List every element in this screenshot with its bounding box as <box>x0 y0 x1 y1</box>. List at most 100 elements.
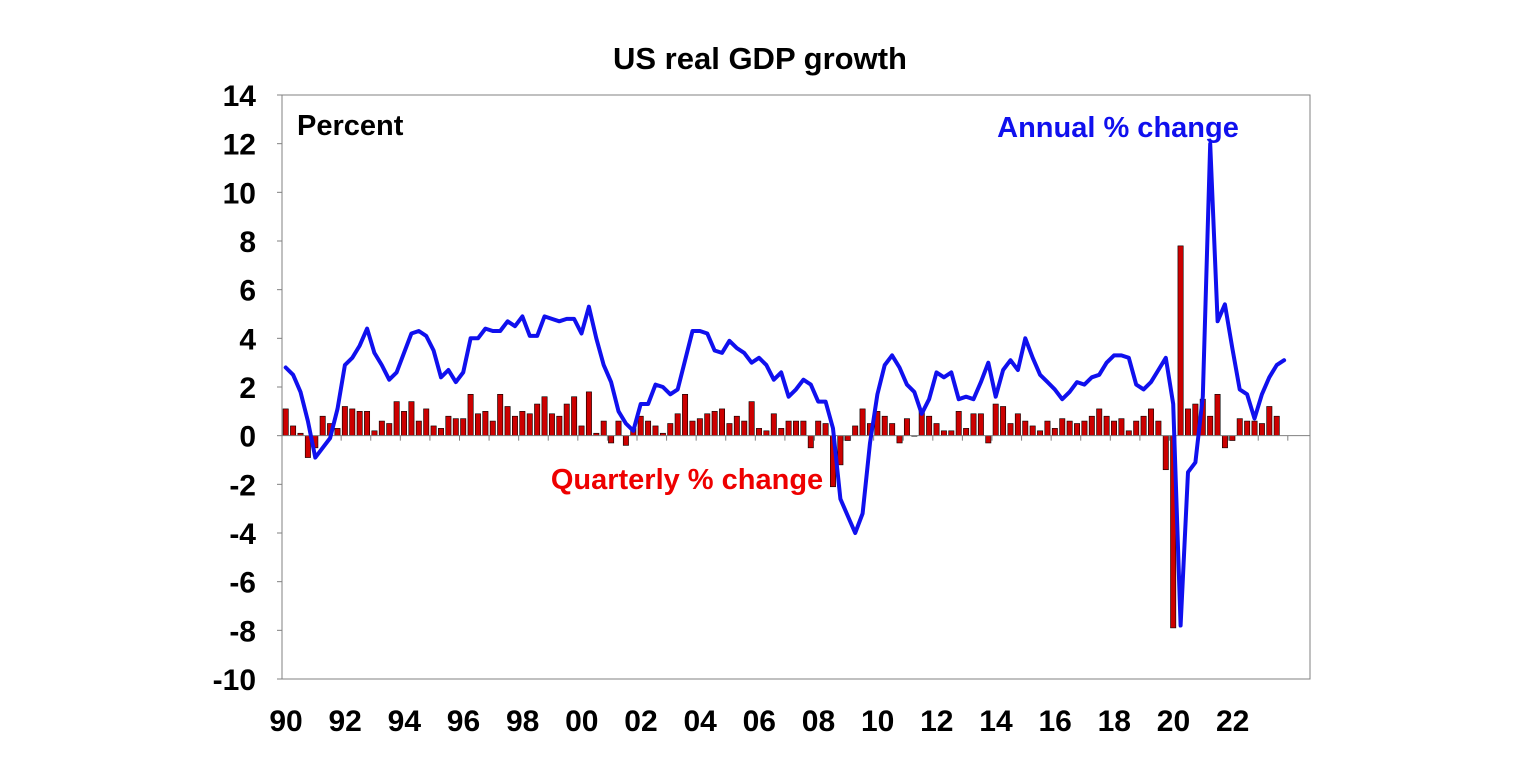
quarterly-bar <box>585 391 592 436</box>
x-tick-label: 98 <box>506 705 539 738</box>
quarterly-bar <box>881 415 888 436</box>
quarterly-bar <box>1221 435 1228 449</box>
quarterly-bar <box>859 408 866 436</box>
quarterly-bar <box>408 401 415 436</box>
quarterly-bar <box>711 411 718 436</box>
y-tick-label: -10 <box>213 664 256 697</box>
quarterly-bar <box>889 423 896 436</box>
quarterly-bar <box>504 406 511 436</box>
annual-change-line <box>283 141 1287 628</box>
quarterly-bar <box>489 420 496 436</box>
y-tick-label: 6 <box>239 275 256 308</box>
quarterly-bar <box>652 425 659 436</box>
quarterly-bar <box>1118 418 1125 436</box>
quarterly-bar <box>940 430 947 436</box>
quarterly-bar <box>741 420 748 436</box>
quarterly-bar <box>526 413 533 436</box>
quarterly-bar <box>955 411 962 436</box>
quarterly-bar <box>497 393 504 436</box>
x-tick-label: 90 <box>269 705 302 738</box>
quarterly-bar <box>378 420 385 436</box>
quarterly-bar <box>386 423 393 436</box>
y-tick-label: 8 <box>239 226 256 259</box>
y-tick-label: 14 <box>223 80 257 113</box>
quarterly-bar <box>719 408 726 436</box>
quarterly-bar <box>726 423 733 436</box>
quarterly-bar <box>371 430 378 436</box>
quarterly-bar <box>452 418 459 436</box>
quarterly-bar <box>800 420 807 436</box>
quarterly-bar <box>822 423 829 436</box>
x-tick-label: 06 <box>743 705 776 738</box>
quarterly-bar <box>674 413 681 436</box>
quarterly-bar <box>689 420 696 436</box>
quarterly-change-label: Quarterly % change <box>551 464 823 496</box>
quarterly-bar <box>290 425 297 436</box>
quarterly-bar <box>1103 415 1110 436</box>
x-tick-label: 12 <box>920 705 953 738</box>
x-tick-label: 92 <box>328 705 361 738</box>
quarterly-bar <box>963 428 970 436</box>
quarterly-bar <box>896 435 903 444</box>
x-tick-label: 10 <box>861 705 894 738</box>
quarterly-bar <box>541 396 548 436</box>
quarterly-bar <box>852 425 859 436</box>
quarterly-bar <box>512 415 518 436</box>
quarterly-bar <box>793 420 799 436</box>
quarterly-bar <box>1155 420 1162 436</box>
quarterly-bar <box>807 435 814 449</box>
quarterly-bar <box>334 428 341 436</box>
x-tick-label: 20 <box>1157 705 1190 738</box>
y-tick-label: 10 <box>223 177 256 210</box>
quarterly-bar <box>1074 423 1080 436</box>
quarterly-bar <box>438 428 444 436</box>
x-tick-label: 16 <box>1038 705 1071 738</box>
quarterly-bar <box>1133 420 1140 436</box>
quarterly-bar <box>1148 408 1154 436</box>
quarterly-bar <box>977 413 984 436</box>
quarterly-bar <box>1258 423 1265 436</box>
quarterly-bar <box>430 425 437 436</box>
y-tick-label: 12 <box>223 129 256 162</box>
x-tick-label: 22 <box>1216 705 1249 738</box>
y-tick-label: -2 <box>229 469 256 502</box>
y-tick-label: 2 <box>239 372 256 405</box>
quarterly-bar <box>482 411 489 436</box>
quarterly-bar <box>992 403 999 436</box>
quarterly-bar <box>1096 408 1103 436</box>
quarterly-bar <box>1007 423 1014 436</box>
quarterly-bar <box>667 423 674 436</box>
quarterly-bar <box>1044 420 1051 436</box>
quarterly-bar <box>1066 420 1073 436</box>
quarterly-bar <box>682 393 689 436</box>
x-axis: 90 92 94 96 98 00 02 04 06 08 10 12 14 16 18 20 22 <box>269 435 1289 738</box>
y-tick-label: 0 <box>239 421 256 454</box>
quarterly-bar <box>615 420 622 436</box>
quarterly-bar <box>1140 415 1147 436</box>
quarterly-bar <box>948 430 955 436</box>
quarterly-bar <box>467 393 474 436</box>
x-tick-label: 02 <box>624 705 657 738</box>
quarterly-bar <box>970 413 977 436</box>
quarterly-bar <box>637 415 644 436</box>
x-tick-label: 08 <box>802 705 835 738</box>
quarterly-bar <box>926 415 933 436</box>
x-tick-label: 14 <box>979 705 1013 738</box>
quarterly-bar <box>460 418 467 436</box>
quarterly-bar <box>1000 406 1007 436</box>
annual-line-series <box>283 141 1287 628</box>
ylabel-percent: Percent <box>297 110 404 142</box>
quarterly-bar <box>401 411 407 436</box>
x-tick-label: 00 <box>565 705 598 738</box>
x-tick-label: 94 <box>388 705 422 738</box>
quarterly-bar <box>1251 420 1258 436</box>
x-tick-label: 96 <box>447 705 480 738</box>
quarterly-bar <box>1088 415 1095 436</box>
quarterly-bar <box>1081 420 1088 436</box>
quarterly-bar <box>1125 430 1132 436</box>
quarterly-bar <box>282 408 289 436</box>
quarterly-bar <box>1207 415 1214 436</box>
x-tick-label: 18 <box>1098 705 1131 738</box>
quarterly-bar <box>696 418 703 436</box>
